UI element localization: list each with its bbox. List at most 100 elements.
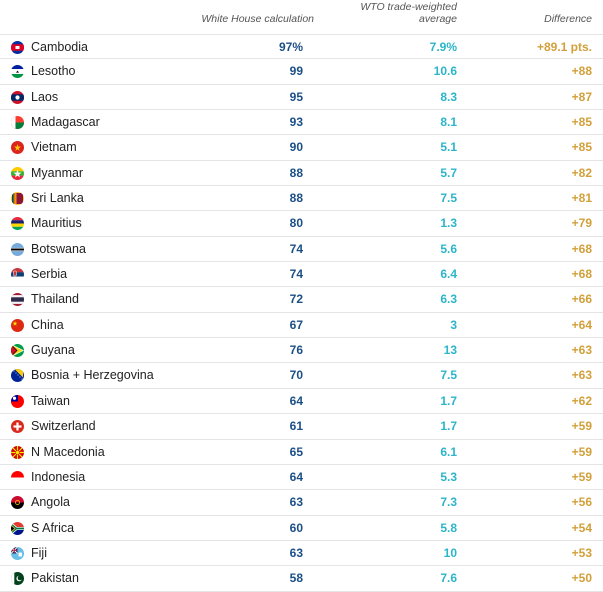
difference-value: +59 — [571, 444, 592, 459]
table-row: Thailand 72 6.3 +66 — [0, 287, 603, 313]
serbia-flag-icon — [11, 268, 24, 282]
table-row: Pakistan 58 7.6 +50 — [0, 566, 603, 592]
difference-value: +85 — [571, 140, 592, 155]
wto-value: 1.3 — [440, 216, 457, 231]
table-row: Taiwan 64 1.7 +62 — [0, 389, 603, 415]
country-name: Thailand — [31, 292, 79, 307]
white-house-value: 64 — [289, 469, 303, 484]
difference-value: +82 — [571, 165, 592, 180]
pakistan-flag-icon — [11, 572, 24, 586]
white-house-value: 93 — [289, 115, 303, 130]
wto-value: 7.3 — [440, 495, 457, 510]
difference-value: +63 — [571, 343, 592, 358]
wto-value: 1.7 — [440, 419, 457, 434]
white-house-value: 90 — [289, 140, 303, 155]
white-house-value: 67 — [289, 317, 303, 332]
white-house-value: 70 — [289, 368, 303, 383]
wto-value: 7.6 — [440, 571, 457, 586]
country-name: Mauritius — [31, 216, 82, 231]
difference-value: +81 — [571, 191, 592, 206]
myanmar-flag-icon — [11, 166, 24, 180]
wto-value: 8.3 — [440, 89, 457, 104]
table-row: N Macedonia 65 6.1 +59 — [0, 440, 603, 465]
white-house-value: 74 — [289, 267, 303, 282]
difference-column-header: Difference — [544, 13, 592, 25]
white-house-value: 88 — [289, 165, 303, 180]
wto-value: 13 — [443, 343, 457, 358]
botswana-flag-icon — [11, 242, 24, 256]
white-house-value: 76 — [289, 343, 303, 358]
difference-value: +56 — [571, 495, 592, 510]
white-house-value: 63 — [289, 495, 303, 510]
sri-lanka-flag-icon — [11, 192, 24, 206]
white-house-value: 72 — [289, 292, 303, 307]
fiji-flag-icon — [11, 546, 24, 560]
wto-value: 8.1 — [440, 115, 457, 130]
table-row: Serbia 74 6.4 +68 — [0, 262, 603, 288]
wto-value: 7.9% — [429, 40, 457, 54]
country-name: Bosnia + Herzegovina — [31, 368, 154, 383]
wto-value: 7.5 — [440, 191, 457, 206]
wto-value: 1.7 — [440, 393, 457, 408]
country-name: Vietnam — [31, 140, 77, 155]
table-row: Angola 63 7.3 +56 — [0, 490, 603, 516]
table-row: Myanmar 88 5.7 +82 — [0, 161, 603, 187]
difference-value: +54 — [571, 520, 592, 535]
table-row: Madagascar 93 8.1 +85 — [0, 110, 603, 136]
difference-value: +68 — [571, 241, 592, 256]
country-name: Indonesia — [31, 469, 86, 484]
vietnam-flag-icon — [11, 141, 24, 155]
table-row: Guyana 76 13 +63 — [0, 338, 603, 364]
white-house-value: 74 — [289, 241, 303, 256]
white-house-value: 64 — [289, 393, 303, 408]
white-house-value: 58 — [289, 571, 303, 586]
indonesia-flag-icon — [11, 470, 24, 484]
country-name: Guyana — [31, 343, 75, 358]
country-name: N Macedonia — [31, 444, 105, 459]
country-name: Serbia — [31, 267, 68, 282]
table-row: S Africa 60 5.8 +54 — [0, 516, 603, 541]
table-header: White House calculation WTO trade-weight… — [0, 0, 603, 34]
country-name: Taiwan — [31, 393, 70, 408]
difference-value: +85 — [571, 115, 592, 130]
difference-value: +50 — [571, 571, 592, 586]
table-row: Botswana 74 5.6 +68 — [0, 237, 603, 263]
wto-value: 5.6 — [440, 241, 457, 256]
table-row: Lesotho 99 10.6 +88 — [0, 59, 603, 85]
bosnia-flag-icon — [11, 369, 24, 383]
north-macedonia-flag-icon — [11, 445, 24, 459]
white-house-value: 88 — [289, 191, 303, 206]
south-africa-flag-icon — [11, 521, 24, 535]
table-row: Switzerland 61 1.7 +59 — [0, 414, 603, 440]
madagascar-flag-icon — [11, 116, 24, 130]
country-name: Lesotho — [31, 64, 76, 79]
table-row: Sri Lanka 88 7.5 +81 — [0, 186, 603, 212]
table-row: Cambodia 97% 7.9% +89.1 pts. — [0, 34, 603, 60]
country-name: Switzerland — [31, 419, 96, 434]
white-house-value: 65 — [289, 444, 303, 459]
table-row: Fiji 63 10 +53 — [0, 541, 603, 567]
wto-column-header: WTO trade-weighted average — [330, 1, 457, 25]
country-name: Fiji — [31, 545, 47, 560]
country-name: S Africa — [31, 520, 75, 535]
difference-value: +59 — [571, 419, 592, 434]
difference-value: +68 — [571, 267, 592, 282]
cambodia-flag-icon — [11, 41, 24, 54]
country-name: China — [31, 317, 64, 332]
table-row: Indonesia 64 5.3 +59 — [0, 465, 603, 491]
wto-header-line-2: average — [419, 13, 457, 25]
white-house-value: 97% — [278, 40, 303, 54]
country-name: Laos — [31, 89, 59, 104]
table-row: Bosnia + Herzegovina 70 7.5 +63 — [0, 363, 603, 389]
country-name: Pakistan — [31, 571, 79, 586]
wto-value: 10 — [443, 545, 457, 560]
table-row: Vietnam 90 5.1 +85 — [0, 135, 603, 161]
country-name: Sri Lanka — [31, 191, 84, 206]
white-house-value: 61 — [289, 419, 303, 434]
wto-value: 6.4 — [440, 267, 457, 282]
difference-value: +87 — [571, 89, 592, 104]
country-name: Myanmar — [31, 165, 84, 180]
tariff-table: Cambodia 97% 7.9% +89.1 pts. Lesotho 99 10.6 +8… — [0, 34, 603, 592]
guyana-flag-icon — [11, 344, 24, 358]
country-name: Cambodia — [31, 40, 88, 54]
